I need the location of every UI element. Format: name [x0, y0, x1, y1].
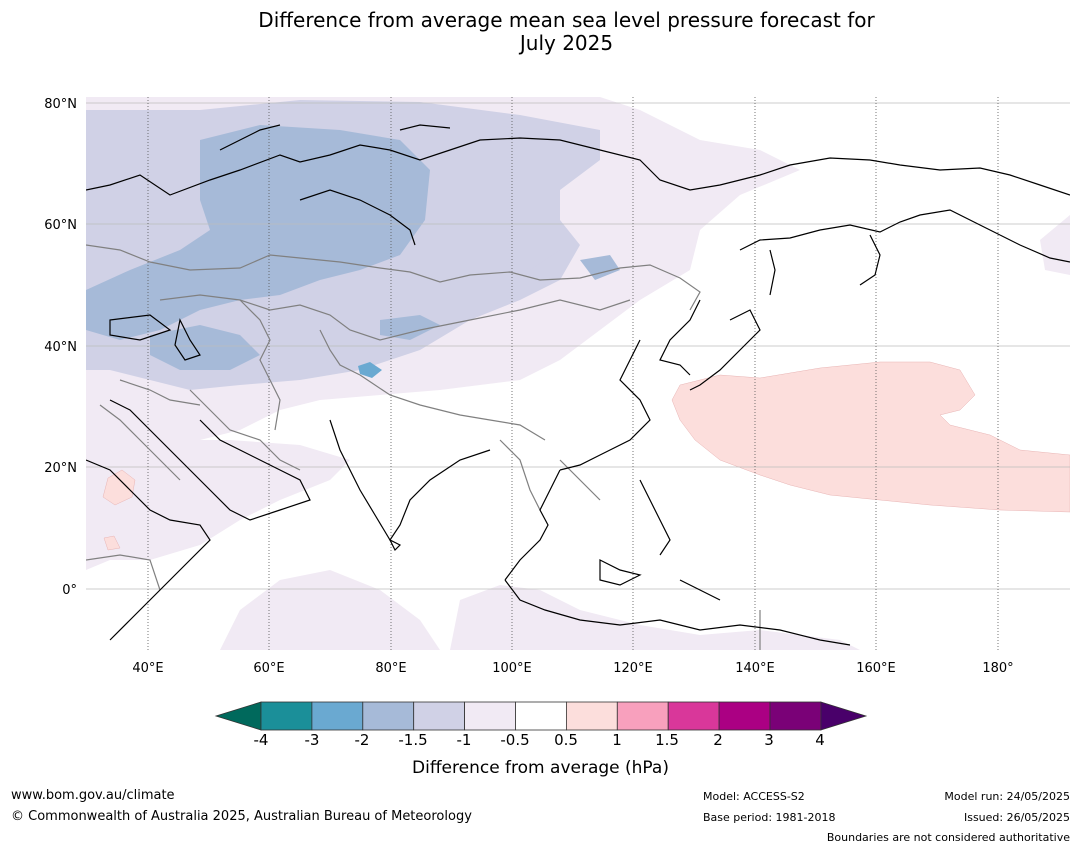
- gridlines: [86, 102, 1070, 590]
- chart-title: Difference from average mean sea level p…: [0, 9, 1081, 55]
- colorbar-cell: [413, 701, 465, 731]
- anomaly-region-minus-1-5-east: [380, 315, 440, 340]
- latitude-labels: 80°N 60°N 40°N 20°N 0°: [44, 97, 77, 598]
- colorbar-tick: 0.5: [554, 731, 578, 749]
- colorbar-tick: 1.5: [655, 731, 679, 749]
- base-period-text: Base period: 1981-2018: [703, 811, 836, 824]
- colorbar-tick: -4: [253, 731, 269, 749]
- lat-label-80n: 80°N: [44, 97, 77, 112]
- colorbar-cell: [260, 701, 313, 731]
- colorbar-tick: -0.5: [500, 731, 530, 749]
- meridians: [147, 97, 999, 650]
- colorbar-tick: -1.5: [398, 731, 428, 749]
- colorbar-cells: [214, 701, 868, 731]
- title-line-2: July 2025: [519, 31, 614, 55]
- model-run-text: Model run: 24/05/2025: [944, 790, 1070, 803]
- colorbar-cell: [311, 701, 364, 731]
- anomaly-region-plus-0-5-pacific: [671, 361, 1070, 513]
- colorbar-tick: 4: [815, 731, 825, 749]
- colorbar-extend-high: [820, 701, 868, 731]
- lon-label-60e: 60°E: [253, 661, 284, 676]
- lon-label-40e: 40°E: [132, 661, 163, 676]
- colorbar-tick: -1: [456, 731, 472, 749]
- anomaly-region-minus-0-5-indonesia: [450, 585, 860, 650]
- colorbar-tick: -3: [304, 731, 320, 749]
- colorbar-tick: 3: [764, 731, 774, 749]
- colorbar-cell: [769, 701, 822, 731]
- lon-label-160e: 160°E: [856, 661, 896, 676]
- lon-label-100e: 100°E: [492, 661, 532, 676]
- anomaly-region-minus-1-5-south: [150, 325, 260, 370]
- colorbar-cell: [565, 701, 618, 731]
- pressure-anomaly-map: 80°N 60°N 40°N 20°N 0° 40°E 60°E 80°E 10…: [44, 97, 1070, 676]
- colorbar-tick: 2: [713, 731, 723, 749]
- colorbar-cell: [362, 701, 415, 731]
- colorbar-cell: [515, 701, 567, 731]
- colorbar-label: Difference from average (hPa): [412, 758, 669, 778]
- lon-label-180: 180°: [982, 661, 1013, 676]
- country-boundaries: [86, 244, 761, 650]
- anomaly-region-minus-0-5-arctic: [650, 150, 760, 195]
- colorbar-ticks: -4 -3 -2 -1.5 -1 -0.5 0.5 1 1.5 2 3 4: [0, 731, 1081, 751]
- colorbar-tick: -2: [354, 731, 370, 749]
- lon-label-80e: 80°E: [375, 661, 406, 676]
- model-text: Model: ACCESS-S2: [703, 790, 805, 803]
- colorbar-cell: [464, 701, 516, 731]
- anomaly-region-minus-2-tibet: [358, 362, 382, 378]
- lat-label-60n: 60°N: [44, 218, 77, 233]
- copyright-text: © Commonwealth of Australia 2025, Austra…: [11, 809, 472, 824]
- lat-label-20n: 20°N: [44, 461, 77, 476]
- anomaly-region-minus-0-5-ocean: [220, 570, 440, 650]
- lon-label-120e: 120°E: [613, 661, 653, 676]
- issued-text: Issued: 26/05/2025: [963, 811, 1070, 824]
- longitude-labels: 40°E 60°E 80°E 100°E 120°E 140°E 160°E 1…: [132, 661, 1013, 676]
- anomaly-region-minus-1-5: [86, 125, 430, 340]
- lat-label-0: 0°: [62, 583, 77, 598]
- title-line-1: Difference from average mean sea level p…: [258, 8, 875, 32]
- website-link[interactable]: www.bom.gov.au/climate: [11, 788, 175, 803]
- anomaly-region-minus-1-east: [505, 225, 560, 270]
- lat-label-40n: 40°N: [44, 340, 77, 355]
- lon-label-140e: 140°E: [735, 661, 775, 676]
- anomaly-region-plus-0-5-africa-2: [103, 535, 121, 551]
- anomaly-region-plus-0-5-africa: [102, 469, 136, 506]
- colorbar-cell: [718, 701, 771, 731]
- anomaly-region-minus-1-5-patch: [580, 255, 620, 280]
- colorbar-tick: 1: [612, 731, 622, 749]
- disclaimer-text: Boundaries are not considered authoritat…: [826, 831, 1070, 844]
- colorbar: [214, 701, 868, 731]
- colorbar-extend-low: [214, 701, 262, 731]
- colorbar-cell: [667, 701, 720, 731]
- coastlines: [86, 124, 1070, 646]
- colorbar-cell: [616, 701, 669, 731]
